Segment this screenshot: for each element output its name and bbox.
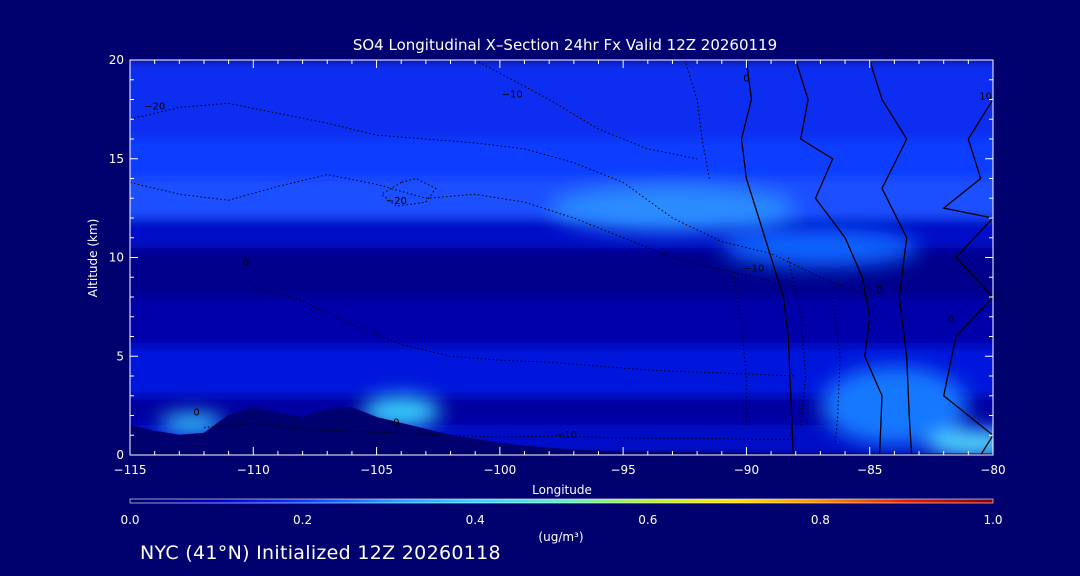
x-tick-label: −115 [114,463,147,477]
contour-lines [130,60,993,455]
contour-dotted [130,102,870,298]
contour-solid [740,60,794,455]
contour-label: −10 [743,263,764,274]
x-tick-label: −90 [734,463,759,477]
concentration-hotspots [159,184,993,455]
x-tick-label: −80 [980,463,1005,477]
contour-label: −20 [386,196,407,207]
contour-solid [942,99,993,455]
x-tick-label: −105 [360,463,393,477]
y-tick-label: 0 [116,448,124,462]
contour-dotted [253,286,796,377]
contour-label: −10 [502,90,523,101]
contour-label: 0 [193,408,199,419]
colorbar-tick-label: 0.0 [120,513,139,527]
concentration-band [130,139,993,179]
x-tick-label: −110 [237,463,270,477]
concentration-hotspot [549,184,796,232]
colorbar-tick-label: 0.2 [293,513,312,527]
contour-dotted [474,60,698,160]
colorbar-label: (ug/m³) [538,530,583,544]
concentration-hotspot [721,227,920,268]
colorbar [129,498,994,504]
colorbar-tick-label: 0.6 [638,513,657,527]
contour-label: −20 [144,101,165,112]
contour-dotted [733,277,747,426]
contour-label: −10 [556,430,577,441]
x-axis-label: Longitude [532,483,592,497]
colorbar-ticks: 0.0 0.2 0.4 0.6 0.8 1.0 [120,513,1002,527]
concentration-hotspot [159,413,224,434]
contour-dotted [787,257,807,426]
contour-label: 0 [393,417,399,428]
contour-label: 0 [948,315,954,326]
contour-dotted [130,174,772,282]
concentration-hotspot [820,366,969,446]
contour-label: 0 [743,74,749,85]
contour-label: 0 [243,257,249,268]
footer-caption: NYC (41°N) Initialized 12Z 20260118 [140,542,501,564]
contour-solid [795,60,883,455]
contour-labels: −20 −20 −10 −10 −10 0 0 0 10 0 0 0 [144,74,992,441]
contour-label: 0 [876,285,882,296]
x-tick-label: −100 [483,463,516,477]
y-axis-label: Altitude (km) [86,219,100,298]
colorbar-tick-label: 0.8 [811,513,830,527]
concentration-band [130,60,993,139]
contour-label: 10 [979,92,992,103]
contour-solid [869,60,913,455]
concentration-band [130,297,993,347]
contour-dotted [203,422,796,440]
plot-area: −20 −20 −10 −10 −10 0 0 0 10 0 0 0 [130,60,993,455]
contour-dotted [684,60,710,179]
x-axis-ticks: −115 −110 −105 −100 −95 −90 −85 −80 [114,60,1006,477]
colorbar-tick-label: 1.0 [983,513,1002,527]
concentration-hotspot [926,431,993,455]
y-tick-label: 15 [109,152,124,166]
terrain [130,407,993,455]
y-tick-label: 20 [109,53,124,67]
chart-title: SO4 Longitudinal X–Section 24hr Fx Valid… [353,36,777,54]
y-tick-label: 10 [109,251,124,265]
y-axis-ticks: 0 5 10 15 20 [109,53,993,462]
contour-dotted [832,296,841,446]
x-tick-label: −95 [610,463,635,477]
x-tick-label: −85 [857,463,882,477]
y-tick-label: 5 [116,349,124,363]
colorbar-tick-label: 0.4 [466,513,485,527]
